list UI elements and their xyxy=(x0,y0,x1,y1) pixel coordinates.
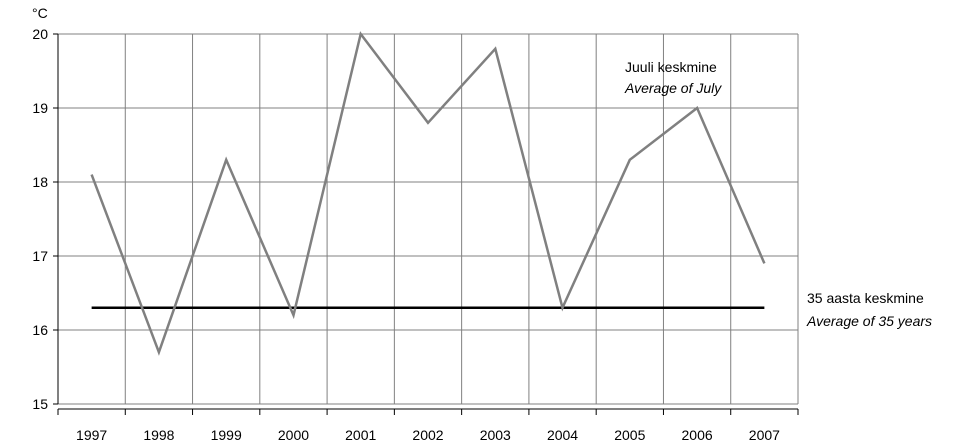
series-layer xyxy=(90,31,766,356)
x-axis: 1997 1998 1999 2000 2001 2002 2003 2004 2005 2006… xyxy=(57,408,799,443)
x-tick-label: 2006 xyxy=(682,427,713,443)
x-tick-label: 1998 xyxy=(143,427,174,443)
x-tick-label: 2002 xyxy=(412,427,443,443)
x-tick-label: 2003 xyxy=(480,427,511,443)
legend-july-label: Juuli keskmine xyxy=(625,59,717,75)
y-tick-label: 17 xyxy=(32,248,48,264)
y-tick-label: 19 xyxy=(32,100,48,116)
y-tick-label: 18 xyxy=(32,174,48,190)
x-tick-label: 2000 xyxy=(278,427,309,443)
x-tick-label: 2004 xyxy=(547,427,578,443)
y-axis: 15 16 17 18 19 20 xyxy=(32,26,59,412)
y-tick-label: 20 xyxy=(32,26,48,42)
legend-july-label-en: Average of July xyxy=(624,80,722,96)
x-tick-label: 1997 xyxy=(76,427,107,443)
x-tick-label: 1999 xyxy=(211,427,242,443)
x-tick-label: 2005 xyxy=(614,427,645,443)
grid xyxy=(57,33,799,405)
y-tick-label: 16 xyxy=(32,322,48,338)
x-tick-label: 2007 xyxy=(749,427,780,443)
x-tick-label: 2001 xyxy=(345,427,376,443)
y-tick-label: 15 xyxy=(32,396,48,412)
y-axis-unit-label: °C xyxy=(32,5,48,21)
legend-35yr-label-en: Average of 35 years xyxy=(806,313,932,329)
legend-35yr-label: 35 aasta keskmine xyxy=(807,290,924,306)
